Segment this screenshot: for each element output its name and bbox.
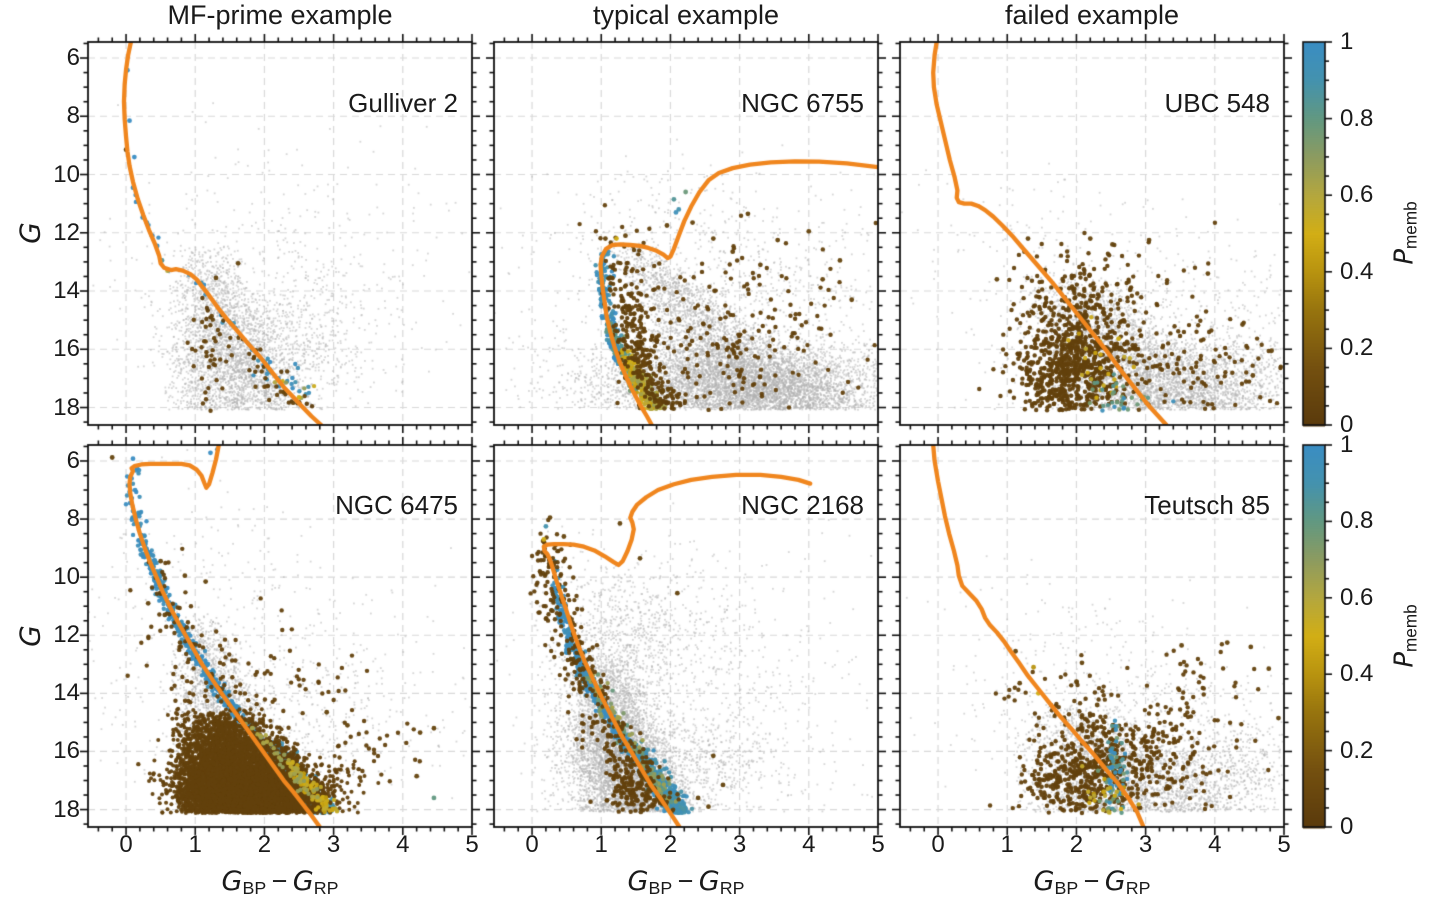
cluster-label-gulliver-2: Gulliver 2 bbox=[348, 88, 458, 118]
x-tick-label: 4 bbox=[1208, 831, 1222, 858]
colorbar-tick-label: 0.2 bbox=[1340, 334, 1374, 362]
y-tick-label: 6 bbox=[66, 44, 80, 72]
x-label-rp: RP bbox=[719, 877, 745, 898]
cluster-label-ngc-6475: NGC 6475 bbox=[335, 490, 458, 520]
colorbar-label-memb: memb bbox=[1400, 201, 1421, 249]
cluster-label-ngc-6755: NGC 6755 bbox=[741, 88, 864, 118]
x-tick-label: 3 bbox=[326, 831, 341, 858]
x-label-g2: G bbox=[698, 866, 720, 897]
x-label-g2: G bbox=[1104, 866, 1126, 897]
colorbar-tick-label: 0.4 bbox=[1340, 257, 1374, 285]
x-tick-label: 2 bbox=[1069, 831, 1084, 858]
colorbar-tick-label: 0 bbox=[1340, 813, 1354, 840]
x-tick-label: 4 bbox=[802, 831, 816, 858]
colorbar-tick-label: 0.8 bbox=[1340, 507, 1374, 535]
x-tick-label: 2 bbox=[257, 831, 272, 858]
column-title-failed: failed example bbox=[1004, 0, 1180, 30]
colorbar-tick-label: 1 bbox=[1340, 28, 1354, 55]
column-title-typical: typical example bbox=[592, 0, 780, 30]
y-axis-label-bottom: G bbox=[13, 625, 47, 647]
x-label-g2: G bbox=[292, 866, 314, 897]
y-tick-label: 8 bbox=[66, 505, 80, 533]
colorbar-label-bottom: Pmemb bbox=[1389, 604, 1421, 668]
y-tick-label: 18 bbox=[53, 795, 80, 823]
x-tick-label: 3 bbox=[1138, 831, 1153, 858]
colorbar-label-memb: memb bbox=[1400, 604, 1421, 652]
colorbar-label-p: P bbox=[1389, 651, 1420, 668]
x-tick-label: 4 bbox=[396, 831, 410, 858]
column-title-mf-prime: MF-prime example bbox=[167, 0, 393, 30]
x-label-bp: BP bbox=[242, 877, 267, 898]
x-axis-label-col3: GBP − GRP bbox=[900, 866, 1284, 898]
colorbar-tick-label: 1 bbox=[1340, 431, 1354, 458]
x-tick-label: 3 bbox=[732, 831, 747, 858]
colorbar-label-top: Pmemb bbox=[1389, 201, 1421, 265]
x-tick-label: 0 bbox=[931, 831, 945, 858]
y-axis-label-top: G bbox=[13, 222, 47, 244]
x-label-bp: BP bbox=[648, 877, 673, 898]
cluster-label-ngc-2168: NGC 2168 bbox=[741, 490, 864, 520]
x-label-bp: BP bbox=[1054, 877, 1079, 898]
y-tick-label: 14 bbox=[53, 679, 80, 707]
x-tick-label: 0 bbox=[119, 831, 133, 858]
y-tick-label: 12 bbox=[53, 218, 80, 246]
x-label-minus: − bbox=[677, 866, 694, 896]
y-tick-label: 14 bbox=[53, 277, 80, 305]
x-label-rp: RP bbox=[313, 877, 339, 898]
x-tick-label: 1 bbox=[1000, 831, 1014, 858]
x-label-g1: G bbox=[1033, 866, 1055, 897]
colorbar-tick-label: 0.2 bbox=[1340, 736, 1374, 764]
cluster-label-teutsch-85: Teutsch 85 bbox=[1144, 490, 1270, 520]
y-tick-label: 12 bbox=[53, 621, 80, 649]
y-tick-label: 18 bbox=[53, 393, 80, 421]
colorbar-tick-label: 0 bbox=[1340, 411, 1354, 438]
y-tick-label: 16 bbox=[53, 737, 80, 765]
y-tick-label: 10 bbox=[53, 160, 80, 188]
x-axis-label-col1: GBP − GRP bbox=[88, 866, 472, 898]
colorbar-tick-label: 0.6 bbox=[1340, 583, 1374, 611]
x-axis-label-col2: GBP − GRP bbox=[494, 866, 878, 898]
x-tick-label: 5 bbox=[1277, 831, 1291, 858]
x-label-minus: − bbox=[271, 866, 288, 896]
x-tick-label: 5 bbox=[465, 831, 479, 858]
colorbar-tick-label: 0.8 bbox=[1340, 104, 1374, 132]
colorbar-label-p: P bbox=[1389, 248, 1420, 265]
x-tick-label: 5 bbox=[871, 831, 885, 858]
y-tick-label: 8 bbox=[66, 102, 80, 130]
x-tick-label: 2 bbox=[663, 831, 678, 858]
cluster-label-ubc-548: UBC 548 bbox=[1164, 88, 1271, 118]
y-tick-label: 6 bbox=[66, 446, 80, 474]
x-tick-label: 0 bbox=[525, 831, 539, 858]
y-tick-label: 10 bbox=[53, 563, 80, 591]
x-label-minus: − bbox=[1083, 866, 1100, 896]
colorbar-tick-label: 0.4 bbox=[1340, 660, 1374, 688]
x-tick-label: 1 bbox=[594, 831, 608, 858]
x-label-rp: RP bbox=[1125, 877, 1151, 898]
x-tick-label: 1 bbox=[188, 831, 202, 858]
colorbar-tick-label: 0.6 bbox=[1340, 181, 1374, 209]
x-label-g1: G bbox=[221, 866, 243, 897]
x-label-g1: G bbox=[627, 866, 649, 897]
y-tick-label: 16 bbox=[53, 335, 80, 363]
